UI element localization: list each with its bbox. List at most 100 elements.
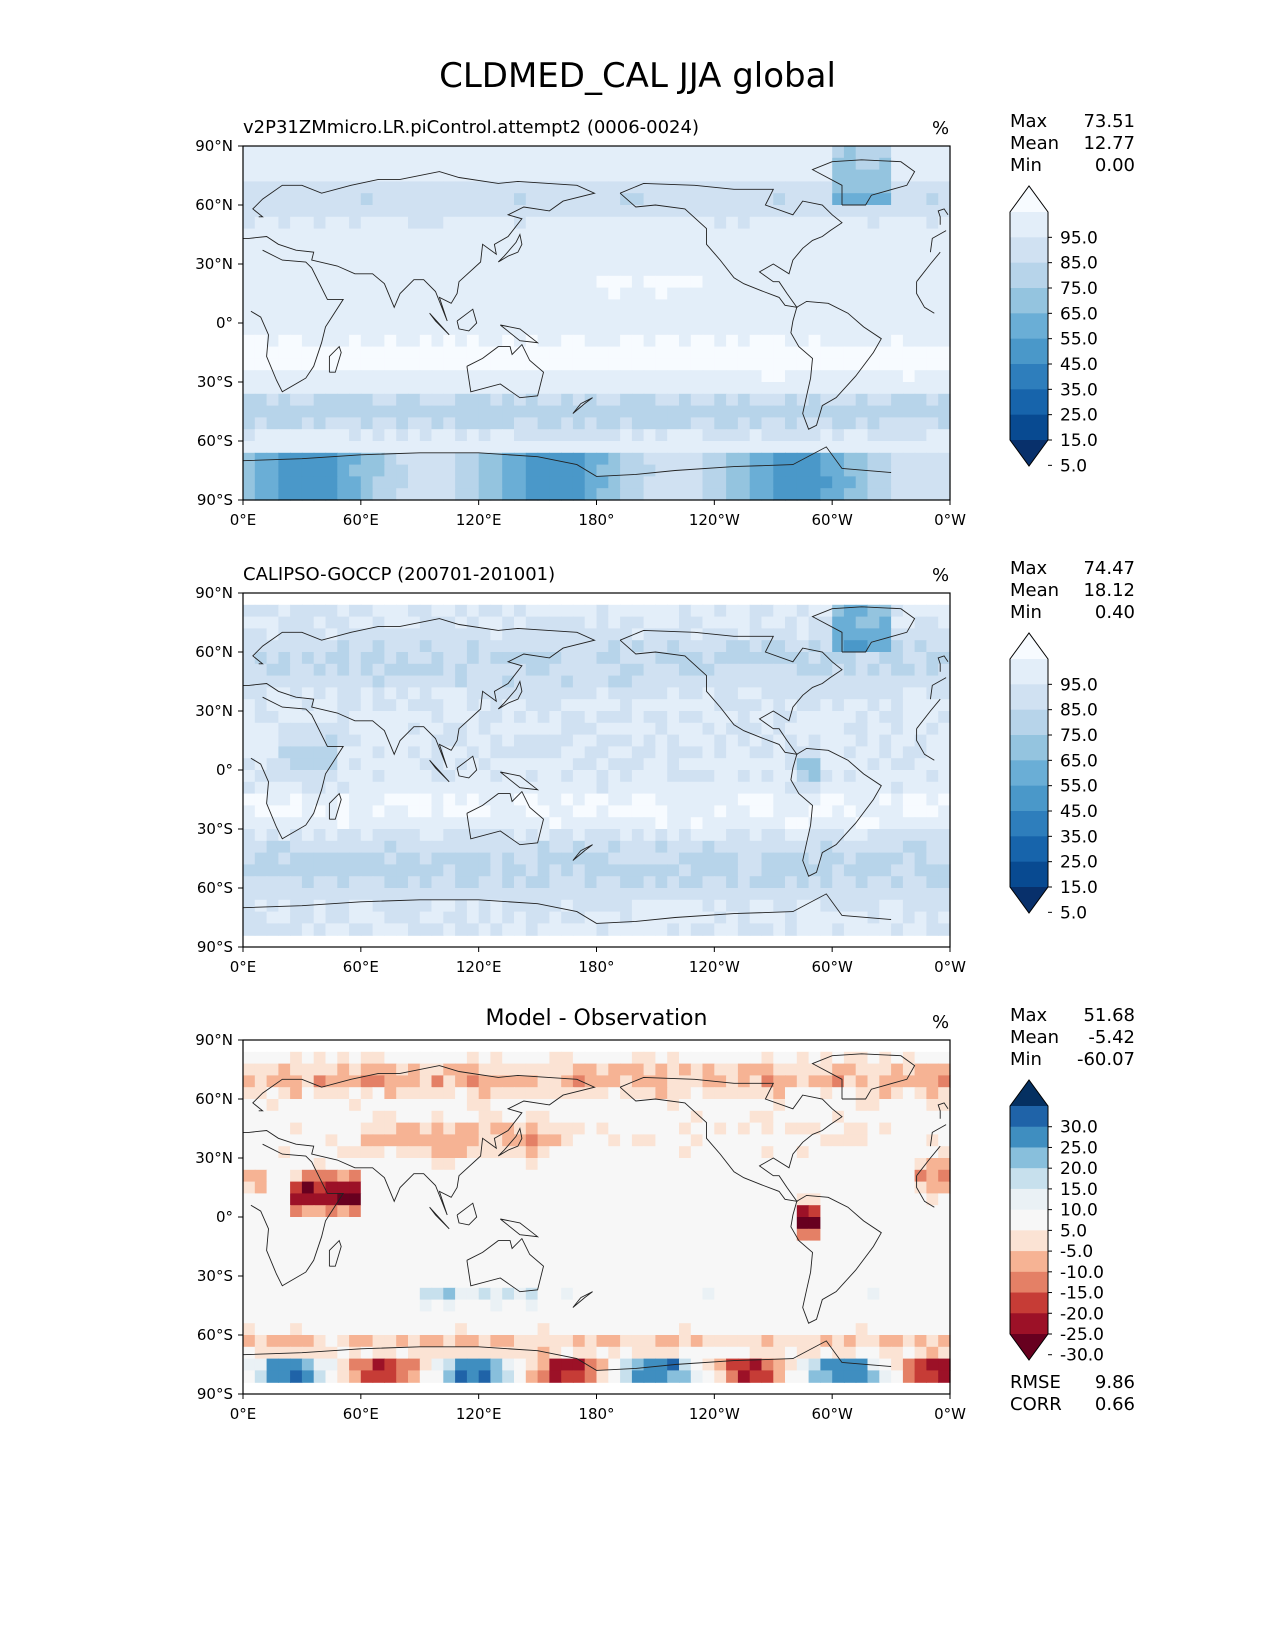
field-cell (396, 1181, 409, 1194)
field-cell (843, 1252, 857, 1265)
field-cell (301, 1276, 315, 1289)
field-cell (502, 781, 515, 795)
field-cell (808, 1110, 821, 1124)
field-cell (349, 1299, 362, 1312)
field-cell (643, 346, 656, 359)
field-cell (372, 216, 385, 230)
field-cell (266, 1217, 279, 1230)
field-cell (384, 876, 397, 889)
field-cell (561, 311, 574, 324)
field-cell (337, 1252, 350, 1265)
field-cell (537, 628, 550, 641)
field-cell (325, 1228, 338, 1242)
field-cell (679, 604, 692, 618)
field-cell (502, 1299, 515, 1312)
field-cell (337, 687, 350, 700)
field-cell (702, 393, 715, 407)
field-cell (737, 193, 751, 206)
stat-label: Mean (1010, 580, 1060, 601)
field-cell (596, 663, 609, 677)
field-cell (254, 240, 268, 253)
field-cell (808, 1264, 821, 1277)
field-cell (290, 228, 303, 241)
field-cell (490, 1205, 503, 1218)
field-cell (514, 181, 527, 194)
field-cell (502, 346, 515, 359)
field-cell (290, 358, 303, 371)
field-cell (537, 888, 550, 901)
field-cell (301, 169, 315, 182)
field-cell (325, 240, 338, 253)
field-cell (726, 1087, 739, 1100)
field-cell (914, 441, 927, 454)
field-cell (914, 264, 927, 277)
field-cell (349, 1193, 362, 1206)
field-cell (785, 1075, 798, 1088)
field-cell (808, 1181, 821, 1194)
coastline (250, 696, 941, 840)
field-cell (384, 852, 397, 865)
field-cell (372, 1169, 385, 1183)
field-cell (832, 899, 845, 913)
field-cell (726, 405, 739, 418)
field-cell (325, 464, 338, 477)
field-cell (466, 781, 480, 795)
field-cell (301, 1099, 315, 1112)
field-cell (561, 711, 574, 724)
field-cell (466, 146, 480, 159)
field-cell (679, 205, 692, 218)
field-cell (254, 746, 268, 759)
field-cell (431, 640, 444, 653)
field-cell (843, 157, 857, 171)
field-cell (337, 1240, 350, 1253)
field-cell (796, 287, 810, 300)
field-cell (737, 911, 751, 924)
field-cell (266, 299, 279, 312)
field-cell (855, 640, 869, 653)
field-cell (655, 370, 668, 383)
field-cell (278, 699, 291, 712)
field-cell (714, 616, 727, 629)
field-cell (737, 1075, 751, 1088)
field-cell (702, 275, 715, 289)
field-cell (313, 888, 327, 901)
field-cell (337, 1264, 350, 1277)
y-tick-label: 30°N (195, 702, 233, 720)
field-cell (384, 157, 397, 171)
field-cell (337, 911, 350, 924)
field-cell (372, 193, 385, 206)
field-cell (867, 1110, 880, 1124)
field-cell (702, 1158, 715, 1171)
field-cell (372, 923, 385, 936)
field-cell (737, 476, 751, 489)
field-cell (349, 299, 362, 312)
field-cell (926, 628, 939, 641)
field-cell (313, 323, 327, 336)
field-cell (431, 687, 444, 700)
field-cell (867, 334, 880, 348)
field-cell (773, 1299, 786, 1312)
field-cell (773, 1193, 786, 1206)
field-cell (867, 146, 880, 159)
field-cell (349, 1264, 362, 1277)
field-cell (867, 829, 880, 842)
field-cell (631, 323, 645, 336)
field-cell (726, 429, 739, 442)
field-cell (785, 899, 798, 913)
field-cell (596, 346, 609, 359)
field-cell (408, 1087, 421, 1100)
field-cell (313, 1169, 327, 1183)
field-cell (679, 287, 692, 300)
field-cell (679, 1252, 692, 1265)
field-cell (843, 228, 857, 241)
field-cell (855, 1063, 869, 1076)
field-cell (337, 205, 350, 218)
field-cell (561, 888, 574, 901)
field-cell (278, 323, 291, 336)
field-cell (349, 711, 362, 724)
field-cell (431, 370, 444, 383)
field-cell (596, 1217, 609, 1230)
field-cell (337, 805, 350, 818)
field-cell (443, 193, 456, 206)
field-cell (572, 817, 586, 830)
